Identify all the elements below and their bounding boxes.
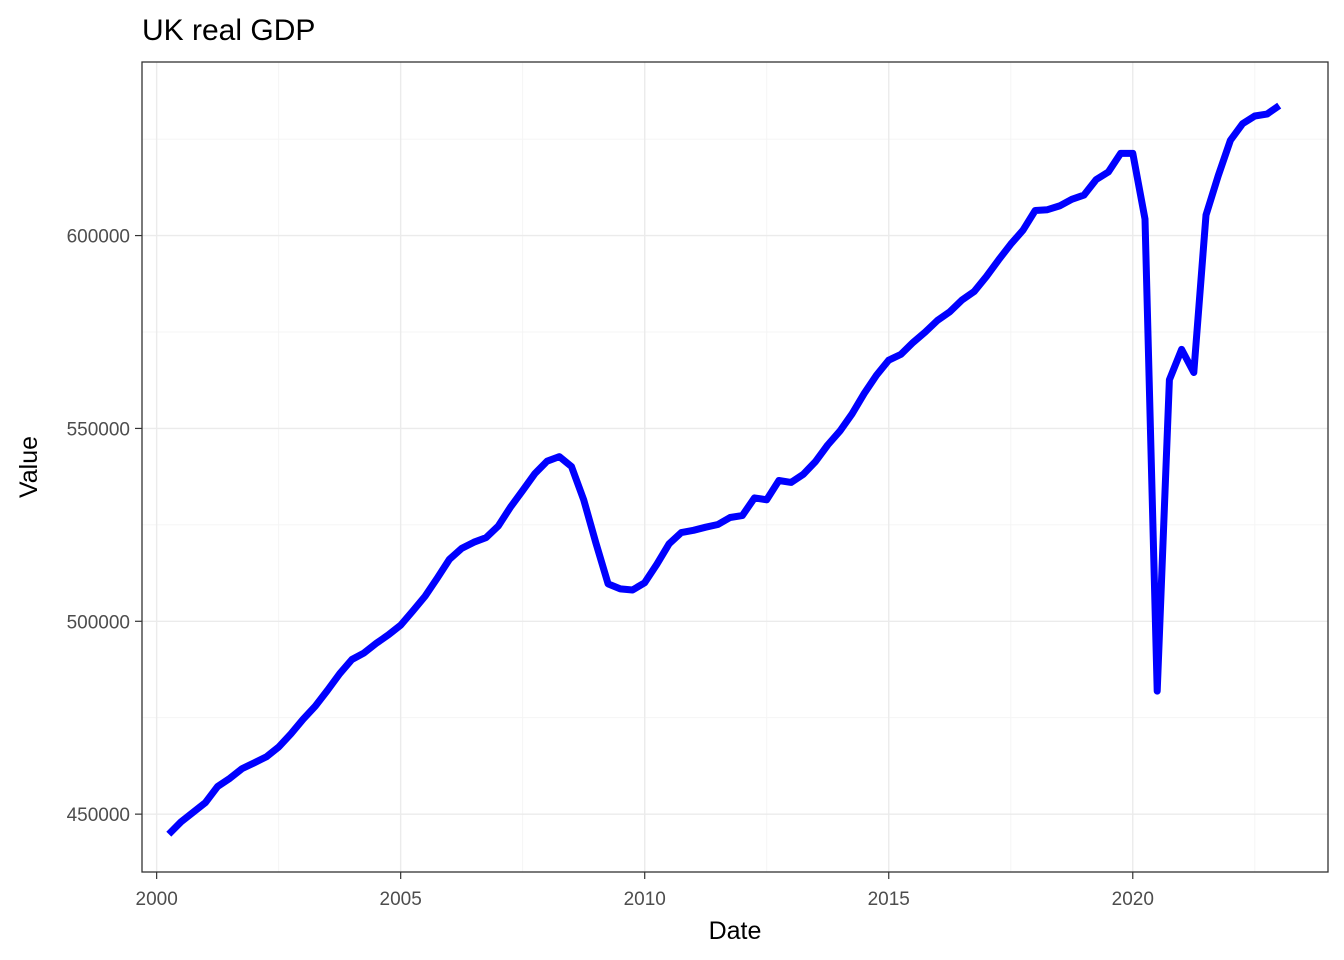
series-layer	[166, 102, 1282, 837]
major-gridlines	[142, 62, 1328, 872]
x-axis-title: Date	[709, 917, 762, 945]
y-tick-label: 600000	[67, 227, 130, 248]
y-axis-ticks: 450000 500000 550000 600000	[67, 227, 142, 826]
x-tick-label: 2000	[136, 889, 178, 910]
plot-panel-background	[142, 62, 1328, 872]
y-axis-title: Value	[15, 436, 43, 498]
x-tick-label: 2020	[1112, 889, 1154, 910]
x-tick-label: 2015	[868, 889, 910, 910]
plot-panel-border	[141, 61, 1329, 873]
x-tick-label: 2005	[380, 889, 422, 910]
y-tick-label: 500000	[67, 612, 130, 633]
y-tick-label: 450000	[67, 805, 130, 826]
x-axis-ticks: 2000 2005 2010 2015 2020	[136, 872, 1154, 910]
x-tick-label: 2010	[624, 889, 666, 910]
minor-gridlines	[142, 62, 1328, 872]
y-tick-label: 550000	[67, 419, 130, 440]
chart-title: UK real GDP	[142, 14, 315, 47]
gdp-series-line	[166, 102, 1282, 837]
